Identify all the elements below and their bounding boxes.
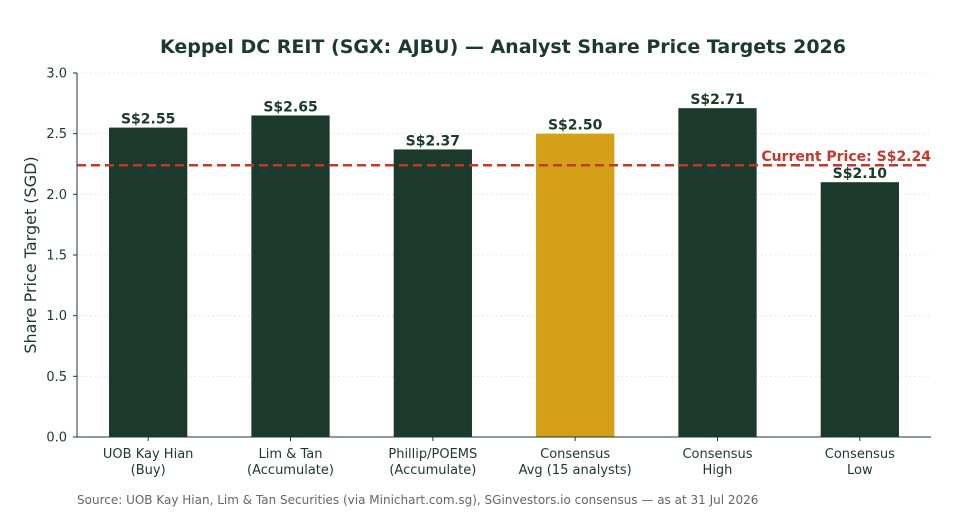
y-tick-label: 1.5 [46, 249, 67, 264]
data-label: S$2.71 [690, 92, 744, 108]
bar [109, 127, 188, 437]
y-axis-title: Share Price Target (SGD) [21, 156, 40, 353]
x-tick-label: Consensus [682, 447, 752, 462]
x-tick-label: Avg (15 analysts) [519, 463, 632, 478]
bar [536, 133, 615, 437]
bar [820, 182, 899, 437]
data-label: S$2.65 [263, 99, 317, 115]
bar [251, 115, 330, 437]
bars [109, 108, 899, 437]
data-label: S$2.10 [833, 166, 888, 182]
y-tick-label: 3.0 [46, 67, 67, 82]
x-tick-label: (Accumulate) [389, 463, 476, 478]
x-tick-label: UOB Kay Hian [103, 447, 193, 462]
x-tick-label: Consensus [540, 447, 610, 462]
y-tick-label: 0.0 [46, 431, 67, 446]
data-labels: S$2.55 S$2.65 S$2.37 S$2.50 S$2.71 S$2.10 [121, 92, 887, 182]
x-tick-label: Low [847, 463, 873, 478]
y-tick-label: 1.0 [46, 309, 67, 324]
data-label: S$2.50 [548, 118, 603, 134]
data-label: S$2.55 [121, 112, 175, 128]
x-tick-label: Consensus [825, 447, 895, 462]
reference-line-group: Current Price: S$2.24 [77, 149, 931, 167]
x-tick-label: (Buy) [131, 463, 166, 478]
grid-lines [77, 72, 931, 438]
x-tick-label: (Accumulate) [247, 463, 334, 478]
x-tick-label: High [703, 463, 733, 478]
axes: 0.0 0.5 1.0 1.5 2.0 2.5 3.0 UOB Kay Hian(Buy) Li… [46, 67, 931, 478]
y-tick-label: 2.0 [46, 188, 67, 203]
x-tick-label: Lim & Tan [259, 447, 323, 462]
bar [393, 149, 472, 437]
source-note: Source: UOB Kay Hian, Lim & Tan Securiti… [77, 493, 758, 507]
y-tick-label: 2.5 [46, 127, 67, 142]
x-tick-label: Phillip/POEMS [388, 447, 477, 462]
data-label: S$2.37 [406, 133, 460, 149]
y-tick-label: 0.5 [46, 370, 67, 385]
current-price-label: Current Price: S$2.24 [761, 149, 931, 165]
chart-title: Keppel DC REIT (SGX: AJBU) — Analyst Sha… [160, 36, 846, 58]
bar [678, 108, 757, 437]
